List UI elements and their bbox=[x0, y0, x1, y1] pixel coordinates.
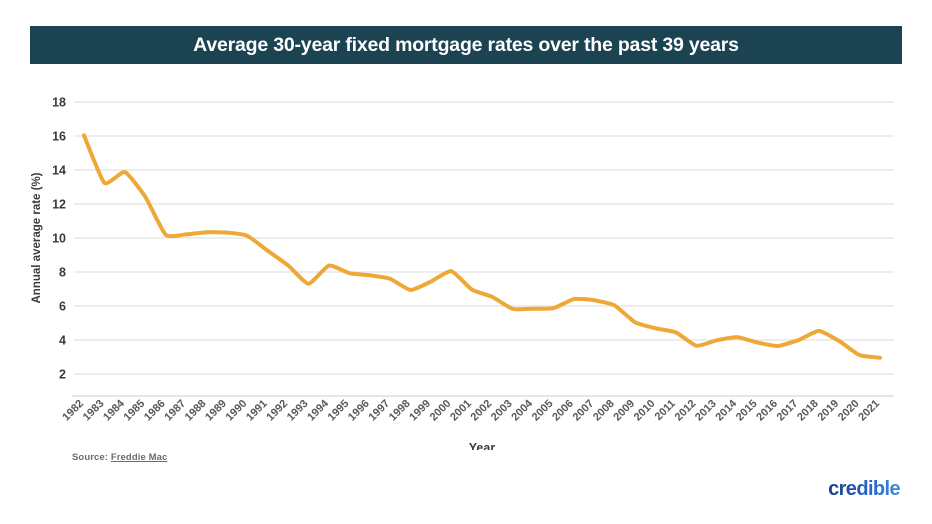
y-axis-title: Annual average rate (%) bbox=[31, 172, 43, 303]
x-axis-title: Year bbox=[469, 441, 496, 450]
x-axis-tick-label: 1992 bbox=[264, 398, 290, 424]
x-axis-tick-label: 2013 bbox=[693, 398, 719, 424]
y-axis-tick-label: 4 bbox=[59, 334, 66, 348]
x-axis-tick-label: 1988 bbox=[183, 398, 209, 424]
x-axis-tick-label: 1996 bbox=[346, 398, 372, 424]
chart-title-bar: Average 30-year fixed mortgage rates ove… bbox=[30, 26, 902, 64]
x-axis-tick-label: 2019 bbox=[816, 398, 842, 424]
x-axis-tick-label: 1986 bbox=[142, 398, 168, 424]
source-label: Source: bbox=[72, 452, 109, 463]
x-axis-tick-label: 1989 bbox=[203, 398, 229, 424]
x-axis-tick-label: 1993 bbox=[285, 398, 311, 424]
x-axis-tick-label: 2008 bbox=[591, 398, 617, 424]
x-axis-tick-label: 2021 bbox=[856, 398, 882, 424]
y-axis-tick-label: 12 bbox=[52, 198, 66, 212]
x-axis-tick-label: 1991 bbox=[244, 398, 270, 424]
x-axis-tick-label: 2012 bbox=[673, 398, 699, 424]
y-axis-tick-label: 16 bbox=[52, 130, 66, 144]
x-axis-tick-label: 2000 bbox=[428, 398, 454, 424]
x-axis-tick-label: 1999 bbox=[407, 398, 433, 424]
y-axis-tick-label: 10 bbox=[52, 232, 66, 246]
x-axis-tick-label: 2020 bbox=[836, 398, 862, 424]
x-axis-tick-label: 1990 bbox=[224, 398, 250, 424]
x-axis-tick-label: 2003 bbox=[489, 398, 515, 424]
x-axis-tick-label: 1987 bbox=[162, 398, 188, 424]
credible-logo: credible bbox=[828, 478, 901, 500]
x-axis-tick-label: 1995 bbox=[326, 398, 352, 424]
x-axis-tick-label: 2018 bbox=[795, 398, 821, 424]
y-axis-tick-label: 18 bbox=[52, 96, 66, 110]
x-axis-tick-label: 1998 bbox=[387, 398, 413, 424]
x-axis-tick-label: 2004 bbox=[509, 397, 535, 423]
x-axis-tick-labels: 1982198319841985198619871988198919901991… bbox=[60, 397, 882, 423]
y-axis-tick-label: 6 bbox=[59, 300, 66, 314]
chart-container: 2 4 6 8 10 12 14 16 18 1982 1983 1984 1985 1986 1987 1… bbox=[0, 70, 932, 450]
page-title: Average 30-year fixed mortgage rates ove… bbox=[193, 33, 739, 56]
x-axis-tick-label: 2009 bbox=[611, 398, 637, 424]
y-axis-tick-label: 14 bbox=[52, 164, 66, 178]
x-axis-tick-label: 2017 bbox=[775, 398, 801, 424]
x-axis-tick-label: 2001 bbox=[448, 398, 474, 424]
source-link-freddie-mac[interactable]: Freddie Mac bbox=[110, 452, 168, 463]
x-axis-tick-label: 2011 bbox=[653, 398, 678, 423]
x-axis-tick-label: 2002 bbox=[469, 398, 495, 424]
x-axis-tick-label: 2016 bbox=[754, 398, 780, 424]
x-axis-tick-label: 2014 bbox=[713, 397, 739, 423]
rate-series-line bbox=[82, 133, 882, 360]
source-credit: Source: Freddie Mac bbox=[72, 452, 167, 463]
x-axis-tick-label: 2007 bbox=[571, 398, 597, 424]
x-axis-tick-label: 1997 bbox=[366, 398, 392, 424]
x-axis-tick-label: 1982 bbox=[60, 398, 86, 424]
y-axis-tick-label: 2 bbox=[59, 368, 66, 382]
y-axis-tick-label: 8 bbox=[59, 266, 66, 280]
x-axis-tick-label: 1984 bbox=[101, 397, 127, 423]
chart-gridlines bbox=[72, 101, 894, 397]
x-axis-tick-label: 1994 bbox=[305, 397, 331, 423]
x-axis-tick-label: 2006 bbox=[550, 398, 576, 424]
x-axis-tick-label: 1985 bbox=[122, 398, 148, 424]
x-axis-tick-label: 2015 bbox=[734, 398, 760, 424]
x-axis-tick-label: 1983 bbox=[81, 398, 107, 424]
x-axis-tick-label: 2005 bbox=[530, 398, 556, 424]
y-axis-tick-labels: 2 4 6 8 10 12 14 16 18 bbox=[52, 96, 66, 382]
x-axis-tick-label: 2010 bbox=[632, 398, 658, 424]
